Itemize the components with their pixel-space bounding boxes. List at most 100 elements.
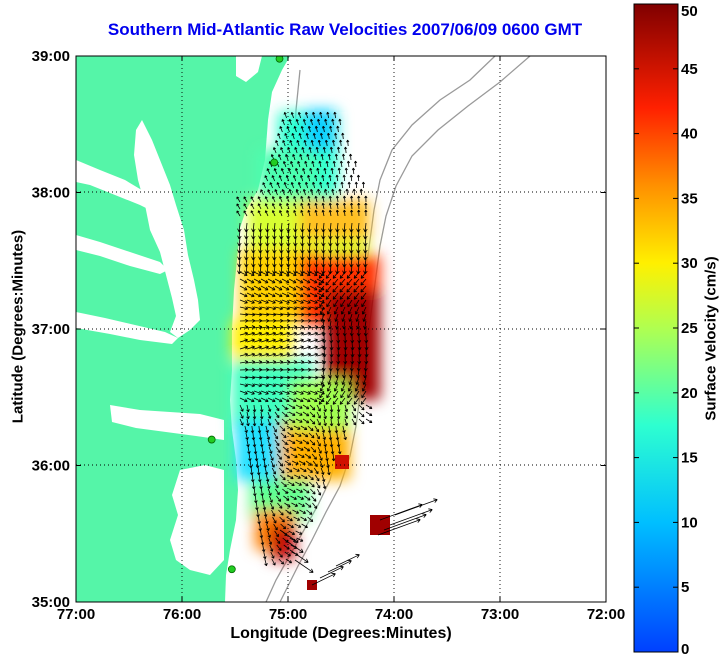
current-arrow: [271, 196, 276, 203]
current-arrow: [239, 360, 249, 365]
current-arrow: [310, 139, 314, 147]
colorbar-tick-label: 35: [681, 190, 698, 207]
colorbar-tick-label: 15: [681, 450, 698, 467]
current-arrow: [253, 345, 262, 350]
current-arrow: [331, 118, 335, 126]
colorbar-tick-label: 25: [681, 320, 698, 337]
current-arrow: [236, 203, 241, 210]
current-arrow: [260, 271, 269, 277]
current-arrow: [325, 285, 332, 293]
current-arrow: [285, 509, 292, 515]
current-arrow: [250, 210, 255, 217]
current-arrow: [331, 453, 336, 462]
current-arrow: [246, 397, 255, 403]
current-arrow: [360, 397, 367, 405]
current-arrow: [303, 488, 310, 494]
current-arrow: [342, 195, 347, 203]
current-arrow: [257, 210, 262, 217]
current-arrow: [246, 439, 250, 448]
current-arrow: [273, 168, 278, 175]
current-arrow: [314, 174, 318, 182]
current-arrow: [260, 488, 264, 497]
x-tick-label: 76:00: [163, 606, 201, 623]
current-arrow: [336, 411, 341, 420]
current-arrow: [236, 210, 241, 217]
current-arrow: [364, 348, 369, 358]
current-arrow: [291, 502, 298, 507]
current-arrow: [353, 292, 360, 300]
current-arrow: [295, 352, 305, 357]
current-arrow: [325, 160, 329, 168]
current-arrow: [296, 537, 304, 542]
current-arrow: [292, 509, 300, 514]
current-arrow: [286, 425, 294, 431]
current-arrow: [325, 397, 332, 405]
potomac-river: [76, 160, 165, 215]
current-arrow: [319, 111, 323, 119]
current-arrow: [280, 147, 284, 154]
current-arrow: [308, 146, 312, 154]
current-arrow: [281, 481, 287, 488]
current-arrow: [329, 411, 334, 420]
current-arrow: [304, 495, 311, 501]
current-arrow: [307, 195, 311, 203]
current-arrow: [318, 278, 325, 286]
current-arrow: [307, 174, 311, 182]
current-arrow: [253, 278, 262, 284]
current-arrow: [288, 481, 295, 486]
current-arrow: [277, 502, 283, 509]
current-arrow: [302, 299, 311, 304]
current-arrow: [302, 292, 311, 298]
current-arrow: [327, 467, 331, 476]
current-arrow: [267, 278, 276, 284]
current-arrow: [316, 167, 320, 175]
current-arrow: [346, 139, 350, 147]
current-arrow: [351, 411, 357, 419]
current-arrow: [293, 202, 297, 210]
current-arrow: [343, 348, 348, 358]
current-arrow: [267, 360, 277, 365]
current-arrow: [258, 432, 263, 441]
current-arrow: [260, 352, 270, 357]
current-arrow: [302, 375, 312, 380]
current-arrow: [271, 175, 276, 182]
current-arrow: [309, 383, 319, 388]
albemarle-sound: [110, 405, 224, 440]
current-arrow: [286, 516, 293, 522]
current-arrow: [336, 404, 341, 413]
x-tick-label: 77:00: [57, 606, 95, 623]
current-arrow: [302, 404, 310, 410]
current-arrow: [353, 271, 360, 279]
current-arrow: [351, 167, 356, 175]
current-arrow: [315, 432, 320, 440]
current-arrow: [279, 126, 283, 133]
current-arrow: [322, 125, 326, 133]
x-tick-label: 75:00: [269, 606, 307, 623]
current-arrow: [278, 175, 283, 182]
current-arrow: [337, 167, 341, 175]
current-arrow: [288, 312, 298, 317]
current-arrow: [318, 285, 325, 293]
current-arrow: [274, 530, 279, 538]
current-arrow: [274, 271, 283, 277]
current-arrow: [288, 119, 292, 126]
current-arrow: [309, 331, 319, 336]
current-arrow: [264, 196, 269, 203]
current-arrow: [394, 498, 438, 516]
current-arrow: [360, 292, 367, 300]
current-arrow: [353, 397, 360, 405]
current-arrow: [281, 418, 288, 424]
current-arrow: [309, 397, 318, 403]
current-arrow: [283, 182, 287, 189]
current-arrow: [319, 460, 324, 468]
current-arrow: [260, 306, 270, 311]
current-arrow: [305, 502, 312, 508]
current-arrow: [293, 425, 301, 430]
current-arrow: [364, 195, 368, 203]
current-arrow: [253, 352, 263, 357]
current-arrow: [302, 345, 311, 350]
current-arrow: [309, 375, 319, 380]
current-arrow: [342, 209, 347, 217]
current-arrow: [302, 278, 311, 284]
